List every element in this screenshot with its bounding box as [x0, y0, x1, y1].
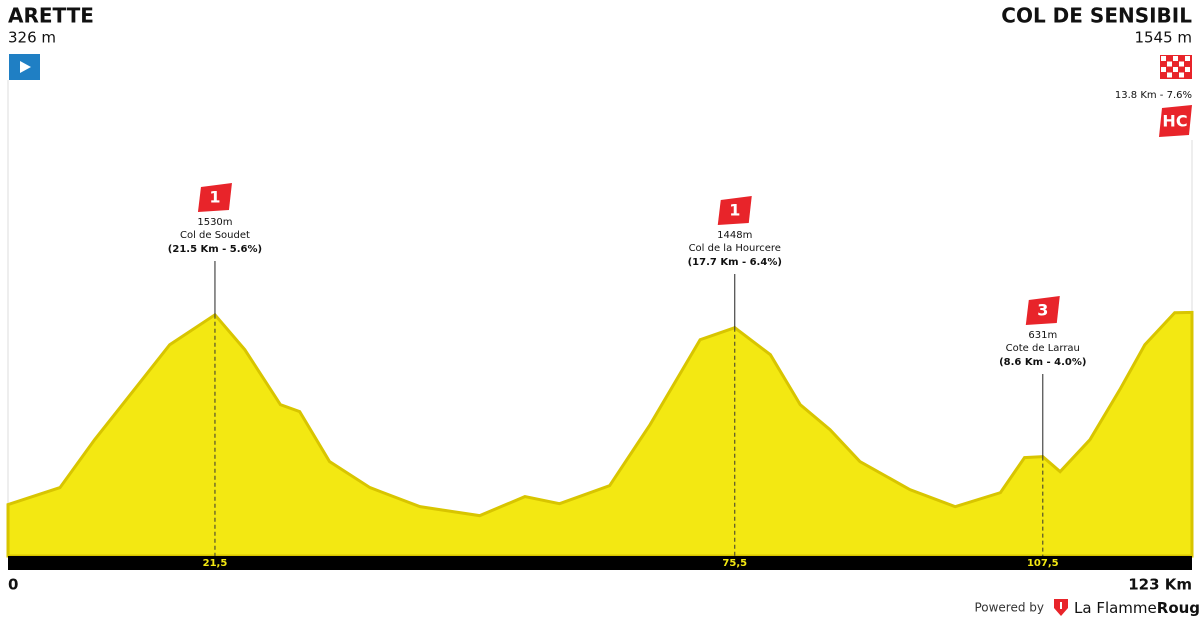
climb-category: 1: [209, 188, 220, 207]
start-elevation: 326 m: [8, 29, 56, 47]
climb-detail: (8.6 Km - 4.0%): [999, 357, 1086, 368]
climb-category: 1: [729, 201, 740, 220]
start-name: ARETTE: [8, 4, 94, 28]
flag-square: [1161, 67, 1166, 72]
flag-square: [1179, 61, 1184, 67]
flag-square: [1179, 72, 1184, 78]
climb-category: 3: [1037, 301, 1048, 320]
flag-square: [1161, 56, 1166, 61]
x-tick-label: 21,5: [203, 558, 228, 569]
start-icon: [9, 54, 40, 80]
climb-elevation: 631m: [1028, 330, 1057, 341]
brand: La FlammeRouge: [1074, 599, 1200, 617]
powered-by: Powered by: [974, 601, 1044, 615]
climb-name: Cote de Larrau: [1006, 343, 1080, 354]
finish-detail: 13.8 Km - 7.6%: [1115, 90, 1192, 101]
brand-b: Rouge: [1157, 599, 1200, 617]
flag-square: [1173, 56, 1178, 61]
climb-detail: (21.5 Km - 5.6%): [168, 244, 262, 255]
climb-badge: [717, 196, 752, 225]
flag-square: [1167, 61, 1172, 67]
finish-elevation: 1545 m: [1134, 29, 1192, 47]
x-tick-label: 107,5: [1027, 558, 1059, 569]
climb-detail: (17.7 Km - 6.4%): [688, 257, 782, 268]
climb-badge: [1025, 296, 1060, 325]
flag-square: [1173, 67, 1178, 72]
finish-icon: [1160, 55, 1192, 79]
flag-square: [1185, 67, 1190, 72]
climb-elevation: 1448m: [717, 230, 752, 241]
brand-logo: [1054, 599, 1068, 616]
flag-square: [1167, 72, 1172, 78]
finish-category: HC: [1162, 112, 1187, 131]
end-km: 123 Km: [1128, 576, 1192, 594]
climb-badge: [197, 183, 232, 212]
finish-name: COL DE SENSIBIL: [1001, 4, 1192, 28]
x-tick-label: 75,5: [722, 558, 747, 569]
climb-name: Col de la Hourcere: [689, 243, 781, 254]
climb-name: Col de Soudet: [180, 230, 250, 241]
climb-elevation: 1530m: [197, 217, 232, 228]
flag-square: [1185, 56, 1190, 61]
start-km: 0: [8, 576, 18, 594]
finish-badge: HC: [1159, 105, 1192, 137]
brand-a: La Flamme: [1074, 599, 1157, 617]
distance-bar: [8, 556, 1192, 570]
